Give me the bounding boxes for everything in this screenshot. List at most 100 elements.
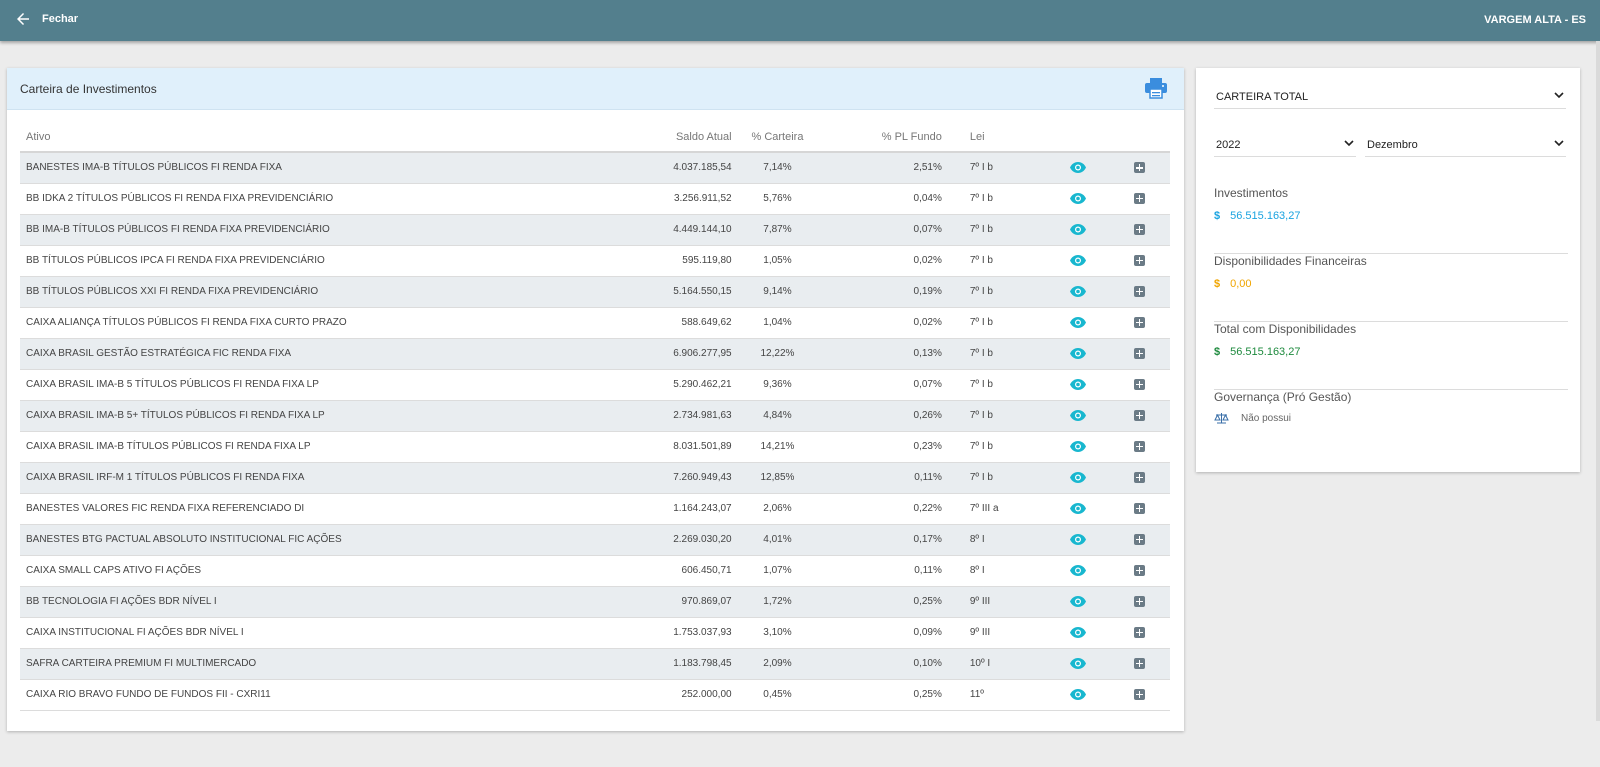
plus-square-icon[interactable] [1133, 471, 1145, 483]
cell-pct-carteira: 0,45% [731, 679, 824, 711]
cell-view [1047, 431, 1109, 463]
cell-view [1047, 214, 1109, 246]
availability-label: Disponibilidades Financeiras [1214, 254, 1367, 268]
cell-saldo: 606.450,71 [641, 555, 732, 587]
eye-icon[interactable] [1070, 254, 1087, 266]
eye-icon[interactable] [1070, 533, 1087, 545]
governance-label: Governança (Pró Gestão) [1214, 390, 1352, 404]
cell-pct-pl: 0,04% [823, 183, 956, 215]
cell-pct-pl: 0,17% [823, 524, 956, 556]
table-row: BB IMA-B TÍTULOS PÚBLICOS FI RENDA FIXA … [20, 214, 1170, 246]
eye-icon[interactable] [1070, 502, 1087, 514]
plus-square-icon[interactable] [1133, 688, 1145, 700]
plus-square-icon[interactable] [1133, 626, 1145, 638]
table-row: BANESTES BTG PACTUAL ABSOLUTO INSTITUCIO… [20, 524, 1170, 556]
plus-square-icon[interactable] [1133, 595, 1145, 607]
cell-view [1047, 493, 1109, 525]
cell-pct-pl: 0,02% [823, 245, 956, 277]
cell-expand [1108, 679, 1170, 711]
cell-view [1047, 617, 1109, 649]
eye-icon[interactable] [1070, 595, 1087, 607]
close-button[interactable]: Fechar [14, 10, 78, 28]
cell-expand [1108, 400, 1170, 432]
arrow-left-icon [17, 13, 29, 25]
eye-icon[interactable] [1070, 347, 1087, 359]
total-label: Total com Disponibilidades [1214, 322, 1357, 336]
eye-icon[interactable] [1070, 316, 1087, 328]
plus-square-icon[interactable] [1133, 564, 1145, 576]
cell-pct-carteira: 7,87% [731, 214, 824, 246]
year-select[interactable]: 2022 [1214, 133, 1356, 157]
plus-square-icon[interactable] [1133, 409, 1145, 421]
plus-square-icon[interactable] [1133, 533, 1145, 545]
column-header-ativo[interactable]: Ativo [20, 123, 642, 153]
plus-square-icon[interactable] [1133, 440, 1145, 452]
cell-expand [1108, 338, 1170, 370]
cell-view [1047, 586, 1109, 618]
cell-lei: 11º [955, 679, 1048, 711]
column-header-pct-pl[interactable]: % PL Fundo [823, 123, 956, 153]
plus-square-icon[interactable] [1133, 285, 1145, 297]
cell-ativo: BB TÍTULOS PÚBLICOS IPCA FI RENDA FIXA P… [20, 245, 642, 277]
eye-icon[interactable] [1070, 192, 1087, 204]
cell-saldo: 7.260.949,43 [641, 462, 732, 494]
plus-square-icon[interactable] [1133, 316, 1145, 328]
printer-icon[interactable] [1144, 77, 1168, 99]
eye-icon[interactable] [1070, 688, 1087, 700]
eye-icon[interactable] [1070, 378, 1087, 390]
eye-icon[interactable] [1070, 626, 1087, 638]
chevron-down-icon [1344, 140, 1354, 147]
table-row: BANESTES VALORES FIC RENDA FIXA REFERENC… [20, 493, 1170, 525]
eye-icon[interactable] [1070, 657, 1087, 669]
plus-square-icon[interactable] [1133, 502, 1145, 514]
plus-square-icon[interactable] [1133, 254, 1145, 266]
plus-square-icon[interactable] [1133, 192, 1145, 204]
plus-square-icon[interactable] [1133, 223, 1145, 235]
portfolio-select[interactable]: CARTEIRA TOTAL [1214, 85, 1566, 109]
cell-lei: 7º I b [955, 276, 1048, 308]
plus-square-icon[interactable] [1133, 657, 1145, 669]
eye-icon[interactable] [1070, 409, 1087, 421]
cell-lei: 10º I [955, 648, 1048, 680]
month-select[interactable]: Dezembro [1365, 133, 1566, 157]
eye-icon[interactable] [1070, 285, 1087, 297]
cell-pct-carteira: 9,14% [731, 276, 824, 308]
investments-value: 56.515.163,27 [1230, 210, 1301, 222]
cell-lei: 7º I b [955, 431, 1048, 463]
cell-lei: 7º I b [955, 214, 1048, 246]
cell-ativo: SAFRA CARTEIRA PREMIUM FI MULTIMERCADO [20, 648, 642, 680]
cell-pct-pl: 0,25% [823, 586, 956, 618]
eye-icon[interactable] [1070, 471, 1087, 483]
column-header-lei[interactable]: Lei [955, 123, 1048, 153]
table-row: CAIXA BRASIL IMA-B TÍTULOS PÚBLICOS FI R… [20, 431, 1170, 463]
plus-square-icon[interactable] [1133, 378, 1145, 390]
eye-icon[interactable] [1070, 162, 1087, 174]
eye-icon[interactable] [1070, 564, 1087, 576]
cell-saldo: 588.649,62 [641, 307, 732, 339]
cell-expand [1108, 586, 1170, 618]
table-row: BB TÍTULOS PÚBLICOS XXI FI RENDA FIXA PR… [20, 276, 1170, 308]
cell-ativo: CAIXA BRASIL IRF-M 1 TÍTULOS PÚBLICOS FI… [20, 462, 642, 494]
eye-icon[interactable] [1070, 440, 1087, 452]
page-scrollbar[interactable] [1596, 41, 1600, 721]
cell-ativo: BB TECNOLOGIA FI AÇÕES BDR NÍVEL I [20, 586, 642, 618]
column-header-pct-carteira[interactable]: % Carteira [731, 123, 824, 153]
cell-pct-carteira: 3,10% [731, 617, 824, 649]
cell-pct-carteira: 2,09% [731, 648, 824, 680]
cell-ativo: CAIXA ALIANÇA TÍTULOS PÚBLICOS FI RENDA … [20, 307, 642, 339]
cell-expand [1108, 369, 1170, 401]
plus-square-icon[interactable] [1133, 347, 1145, 359]
cell-view [1047, 400, 1109, 432]
cell-expand [1108, 307, 1170, 339]
cell-ativo: BB TÍTULOS PÚBLICOS XXI FI RENDA FIXA PR… [20, 276, 642, 308]
cell-lei: 7º III a [955, 493, 1048, 525]
cell-expand [1108, 555, 1170, 587]
dollar-icon: $ [1214, 278, 1221, 290]
cell-lei: 7º I b [955, 307, 1048, 339]
governance-summary: Governança (Pró Gestão) Não possui [1214, 390, 1568, 458]
plus-square-icon[interactable] [1133, 162, 1145, 174]
column-header-saldo[interactable]: Saldo Atual [641, 123, 732, 153]
cell-pct-pl: 0,10% [823, 648, 956, 680]
eye-icon[interactable] [1070, 223, 1087, 235]
governance-status-text: Não possui [1241, 412, 1292, 424]
